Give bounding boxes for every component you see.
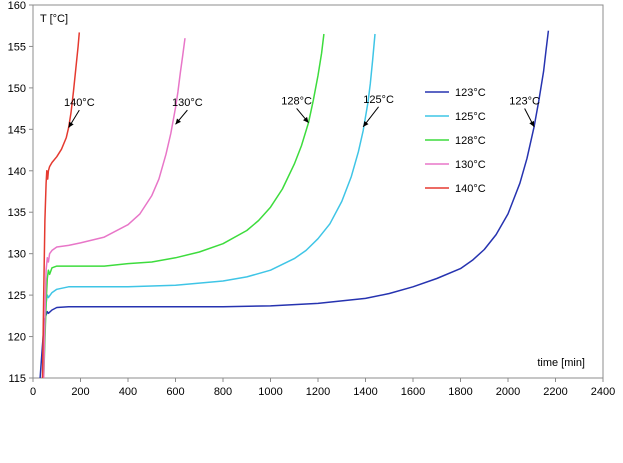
annotation-layer: 140°C 130°C 128°C 125°C 123°C (64, 94, 540, 128)
y-tick-label: 135 (8, 207, 26, 219)
y-tick-label: 150 (8, 83, 26, 95)
x-tick-label: 800 (214, 386, 232, 398)
annotation-label-2: 128°C (281, 95, 312, 107)
series-line-3 (42, 38, 186, 379)
x-tick-label: 2400 (591, 386, 615, 398)
annotation-arrowhead-1 (175, 118, 181, 125)
annotation-label-3: 125°C (363, 94, 394, 106)
annotation-arrowhead-2 (303, 116, 309, 123)
annotation-arrowhead-4 (529, 120, 535, 127)
annotation-arrowhead-0 (68, 121, 74, 128)
series-line-0 (39, 30, 550, 379)
legend-label-3: 130°C (455, 159, 486, 171)
y-tick-label: 120 (8, 332, 26, 344)
series-line-4 (41, 32, 81, 379)
annotation-label-0: 140°C (64, 97, 95, 109)
x-tick-label: 200 (71, 386, 89, 398)
x-axis-label: time [min] (537, 357, 585, 369)
x-tick-label: 2200 (543, 386, 567, 398)
annotation-label-1: 130°C (172, 97, 203, 109)
y-tick-label: 125 (8, 290, 26, 302)
annotation-arrowhead-3 (363, 120, 369, 127)
legend-label-2: 128°C (455, 135, 486, 147)
series-layer (39, 30, 550, 379)
x-tick-label: 0 (30, 386, 36, 398)
legend-label-1: 125°C (455, 111, 486, 123)
y-tick-label: 160 (8, 0, 26, 12)
y-tick-label: 115 (8, 373, 26, 385)
legend: 123°C 125°C 128°C 130°C 140°C (425, 87, 486, 195)
x-tick-label: 1400 (353, 386, 377, 398)
x-tick-label: 600 (166, 386, 184, 398)
x-tick-label: 2000 (496, 386, 520, 398)
y-tick-label: 140 (8, 166, 26, 178)
x-tick-label: 1800 (448, 386, 472, 398)
y-tick-label: 130 (8, 249, 26, 261)
annotation-label-4: 123°C (509, 95, 540, 107)
legend-label-0: 123°C (455, 87, 486, 99)
series-line-2 (42, 33, 325, 379)
plot-area-frame (32, 4, 604, 379)
x-tick-label: 400 (119, 386, 137, 398)
legend-label-4: 140°C (455, 183, 486, 195)
y-tick-label: 155 (8, 41, 26, 53)
series-line-1 (41, 33, 376, 379)
x-tick-label: 1600 (401, 386, 425, 398)
x-tick-label: 1200 (306, 386, 330, 398)
y-tick-label: 145 (8, 124, 26, 136)
x-tick-label: 1000 (258, 386, 282, 398)
y-axis-label: T [°C] (40, 13, 68, 25)
axis-ticks: 0 200 400 600 800 1000 1200 1400 1600 1800 2000 220… (8, 0, 616, 398)
